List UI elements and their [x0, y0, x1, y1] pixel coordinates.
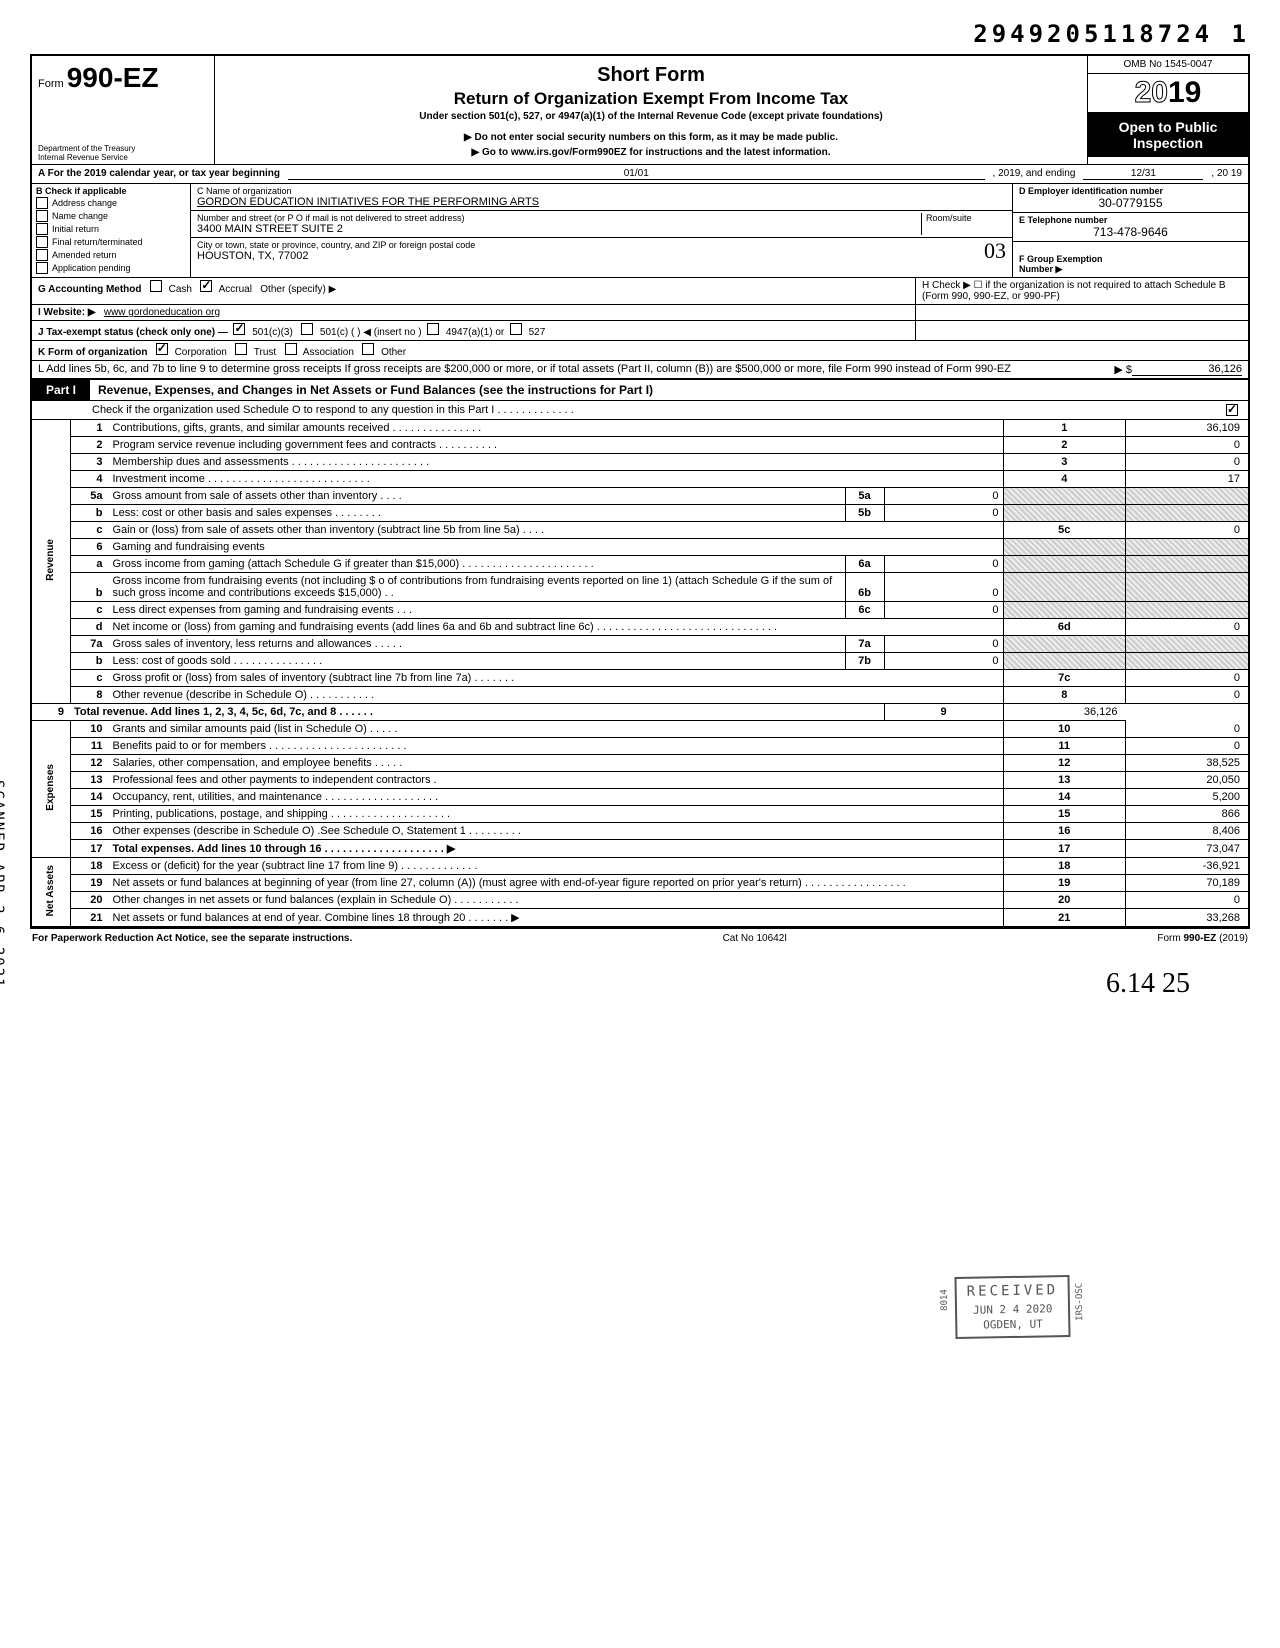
ein-label: D Employer identification number — [1019, 186, 1163, 196]
chk-trust[interactable] — [235, 343, 247, 355]
page-footer: For Paperwork Reduction Act Notice, see … — [30, 927, 1250, 948]
omb-number: OMB No 1545-0047 — [1088, 56, 1248, 74]
org-name-label: C Name of organization — [197, 186, 1006, 196]
part1-lines: Revenue 1Contributions, gifts, grants, a… — [30, 420, 1250, 927]
chk-assoc[interactable] — [285, 343, 297, 355]
title-return: Return of Organization Exempt From Incom… — [221, 89, 1081, 109]
chk-pending[interactable] — [36, 262, 48, 274]
row-i: I Website: ▶ www gordoneducation org — [32, 305, 915, 320]
chk-corp[interactable] — [156, 343, 168, 355]
chk-initial[interactable] — [36, 223, 48, 235]
col-b-checkboxes: B Check if applicable Address change Nam… — [32, 184, 191, 277]
entity-info-grid: B Check if applicable Address change Nam… — [30, 184, 1250, 278]
subtitle: Under section 501(c), 527, or 4947(a)(1)… — [221, 111, 1081, 122]
part1-check-schedule-o: Check if the organization used Schedule … — [30, 401, 1250, 420]
side-expenses: Expenses — [45, 764, 56, 811]
tax-year: 20201919 — [1088, 74, 1248, 113]
chk-address[interactable] — [36, 197, 48, 209]
ssn-warning: ▶ Do not enter social security numbers o… — [221, 132, 1081, 143]
org-name: GORDON EDUCATION INITIATIVES FOR THE PER… — [197, 196, 1006, 208]
open-to-public: Open to Public Inspection — [1088, 113, 1248, 157]
row-h: H Check ▶ ☐ if the organization is not r… — [915, 278, 1248, 304]
chk-cash[interactable] — [150, 280, 162, 292]
chk-501c[interactable] — [301, 323, 313, 335]
chk-527[interactable] — [510, 323, 522, 335]
handwritten-signature: 6.14 25 — [30, 968, 1250, 1000]
row-k: K Form of organization Corporation Trust… — [32, 341, 1248, 360]
received-stamp: RECEIVED JUN 2 4 2020 OGDEN, UT 8014 IRS… — [954, 1275, 1071, 1339]
city-label: City or town, state or province, country… — [197, 240, 1006, 250]
row-a-tax-year: A For the 2019 calendar year, or tax yea… — [30, 164, 1250, 184]
chk-final[interactable] — [36, 236, 48, 248]
group-exemption-label: F Group Exemption Number ▶ — [1019, 254, 1103, 274]
document-id: 2949205118724 1 — [30, 20, 1250, 48]
dept-label: Department of the Treasury Internal Reve… — [38, 144, 135, 162]
part1-header: Part I Revenue, Expenses, and Changes in… — [30, 379, 1250, 401]
chk-other-org[interactable] — [362, 343, 374, 355]
chk-accrual[interactable] — [200, 280, 212, 292]
row-j: J Tax-exempt status (check only one) — 5… — [32, 321, 915, 340]
goto-link: ▶ Go to www.irs.gov/Form990EZ for instru… — [221, 147, 1081, 158]
row-l: L Add lines 5b, 6c, and 7b to line 9 to … — [30, 361, 1250, 379]
scanned-stamp: SCANNED APR 2 6 2021 — [0, 780, 6, 989]
chk-amended[interactable] — [36, 249, 48, 261]
ein-value: 30-0779155 — [1019, 196, 1242, 210]
form-prefix: Form — [38, 78, 64, 90]
city-value: Houston, TX, 77002 — [197, 250, 1006, 262]
title-short-form: Short Form — [221, 64, 1081, 87]
street-value: 3400 Main Street Suite 2 — [197, 223, 921, 235]
side-netassets: Net Assets — [45, 865, 56, 916]
handwritten-03: 03 — [984, 238, 1006, 264]
phone-label: E Telephone number — [1019, 215, 1107, 225]
street-label: Number and street (or P O if mail is not… — [197, 213, 921, 223]
form-number: 990-EZ — [67, 62, 159, 93]
chk-schedule-o[interactable] — [1226, 404, 1238, 416]
chk-4947[interactable] — [427, 323, 439, 335]
chk-501c3[interactable] — [233, 323, 245, 335]
row-g: G Accounting Method Cash Accrual Other (… — [32, 278, 915, 304]
form-header: Form 990-EZ Department of the Treasury I… — [30, 54, 1250, 164]
room-label: Room/suite — [921, 213, 1006, 235]
chk-name[interactable] — [36, 210, 48, 222]
phone-value: 713-478-9646 — [1019, 225, 1242, 239]
side-revenue: Revenue — [45, 539, 56, 581]
